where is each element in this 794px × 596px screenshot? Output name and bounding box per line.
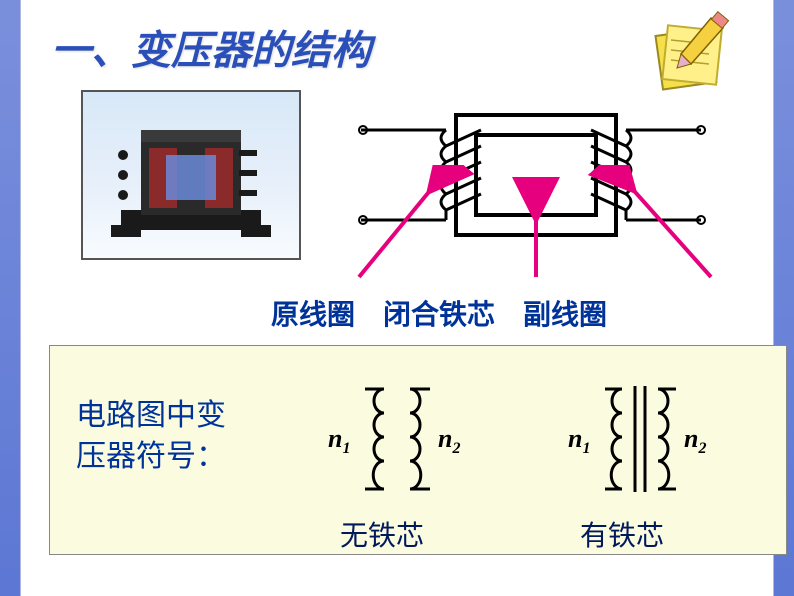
transformer-photo	[81, 90, 301, 260]
n2-symbol: n	[438, 424, 452, 453]
n1-sub-2: 1	[582, 440, 590, 457]
notepad-pencil-icon	[643, 10, 733, 100]
n1-symbol: n	[328, 424, 342, 453]
label-closed-core: 闭合铁芯	[383, 293, 495, 333]
n1-sub: 1	[342, 440, 350, 457]
symbol-panel: 电路图中变 压器符号： n1 n2	[49, 345, 787, 555]
n2-sub-2: 2	[698, 440, 706, 457]
slide-content: 一、变压器的结构	[20, 0, 774, 596]
label-secondary-coil: 副线圈	[523, 293, 607, 333]
n1-symbol-2: n	[568, 424, 582, 453]
air-core-symbol: n1 n2	[310, 374, 500, 504]
slide-title: 一、变压器的结构	[51, 18, 371, 76]
n2-sub: 2	[452, 440, 460, 457]
annotation-arrows	[351, 165, 751, 290]
label-primary-coil: 原线圈	[271, 293, 355, 333]
symbol-intro-text: 电路图中变 压器符号：	[76, 396, 226, 477]
part-labels: 原线圈 闭合铁芯 副线圈	[271, 293, 791, 333]
iron-core-symbol: n1 n2	[550, 374, 740, 504]
n2-symbol-2: n	[684, 424, 698, 453]
caption-with-core: 有铁芯	[580, 514, 664, 554]
caption-no-core: 无铁芯	[340, 514, 424, 554]
